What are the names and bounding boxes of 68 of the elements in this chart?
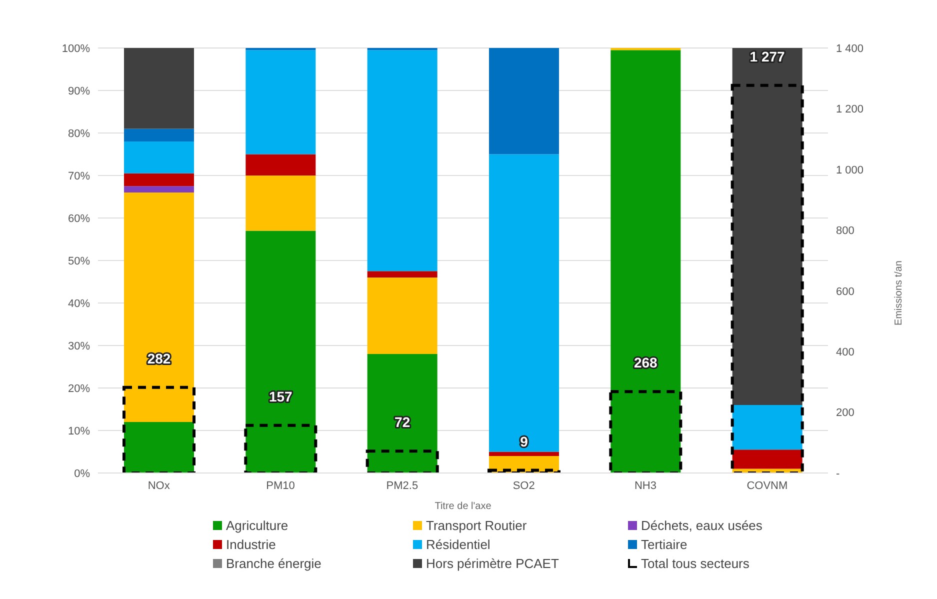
y-tick-label: 30% [68,340,90,352]
y2-tick-label: 200 [836,407,854,420]
bar [610,50,681,473]
bar [609,390,682,473]
y-tick-label: 20% [68,382,90,395]
data-label: 9 [520,433,528,450]
y2-axis-title: Emissions t/an [894,260,905,326]
bar [489,452,559,456]
bar [366,450,439,473]
bar [367,271,438,278]
bar [732,48,802,405]
data-label: 1 277 [750,48,786,64]
bar [124,186,194,192]
y2-tick-label: 1 000 [836,164,864,176]
data-label: 157 [268,388,293,404]
y-tick-label: 90% [68,85,90,98]
y-tick-label: 10% [68,425,90,438]
y2-tick-label: 1 400 [836,42,864,55]
x-tick-label: NH3 [634,480,657,492]
legend-label: Hors périmètre PCAET [426,556,559,571]
y2-tick-label: 600 [836,286,854,298]
bar [488,468,560,473]
bar [124,142,194,174]
bar [124,192,194,422]
bar [124,173,194,186]
legend-label: Tertiaire [641,537,688,552]
bar [489,154,559,452]
legend-label: Résidentiel [426,537,490,552]
y-tick-label: 70% [68,170,90,182]
x-tick-label: PM10 [266,480,295,492]
bar [124,128,194,142]
legend-label: Industrie [226,537,276,552]
y-tick-label: 60% [68,212,90,225]
bar [124,48,194,129]
data-label: 72 [394,414,410,430]
x-tick-label: PM2.5 [386,480,418,492]
y2-tick-label: 400 [836,346,854,358]
x-axis-title: Titre de l'axe [434,501,492,512]
y-tick-label: 50% [68,255,90,268]
x-tick-label: NOx [148,480,170,492]
bar [367,50,438,272]
bar [246,50,316,154]
y2-tick-label: - [836,468,840,480]
y-tick-label: 40% [68,298,90,310]
bar [732,405,802,450]
data-label: 282 [147,350,171,366]
bar [367,354,438,473]
bar [124,422,194,473]
legend-label: Branche énergie [226,556,322,571]
bar [244,424,318,473]
y2-tick-label: 1 200 [836,104,864,116]
legend-label: Transport Routier [426,518,527,533]
bar [246,176,316,231]
y2-tick-label: 800 [836,225,854,238]
legend-label: Agriculture [226,518,288,533]
legend-label: Déchets, eaux usées [641,518,762,533]
x-tick-label: SO2 [512,480,535,492]
y-tick-label: 100% [62,42,90,55]
bar [246,230,316,473]
legend-label: Total tous secteurs [641,556,750,571]
bar [489,48,559,154]
y-tick-label: 80% [68,128,90,140]
data-label: 268 [634,354,658,371]
bar [732,450,802,469]
bar [367,278,438,354]
y-tick-label: 0% [74,468,90,480]
x-tick-label: COVNM [746,480,788,492]
bar [246,154,316,176]
